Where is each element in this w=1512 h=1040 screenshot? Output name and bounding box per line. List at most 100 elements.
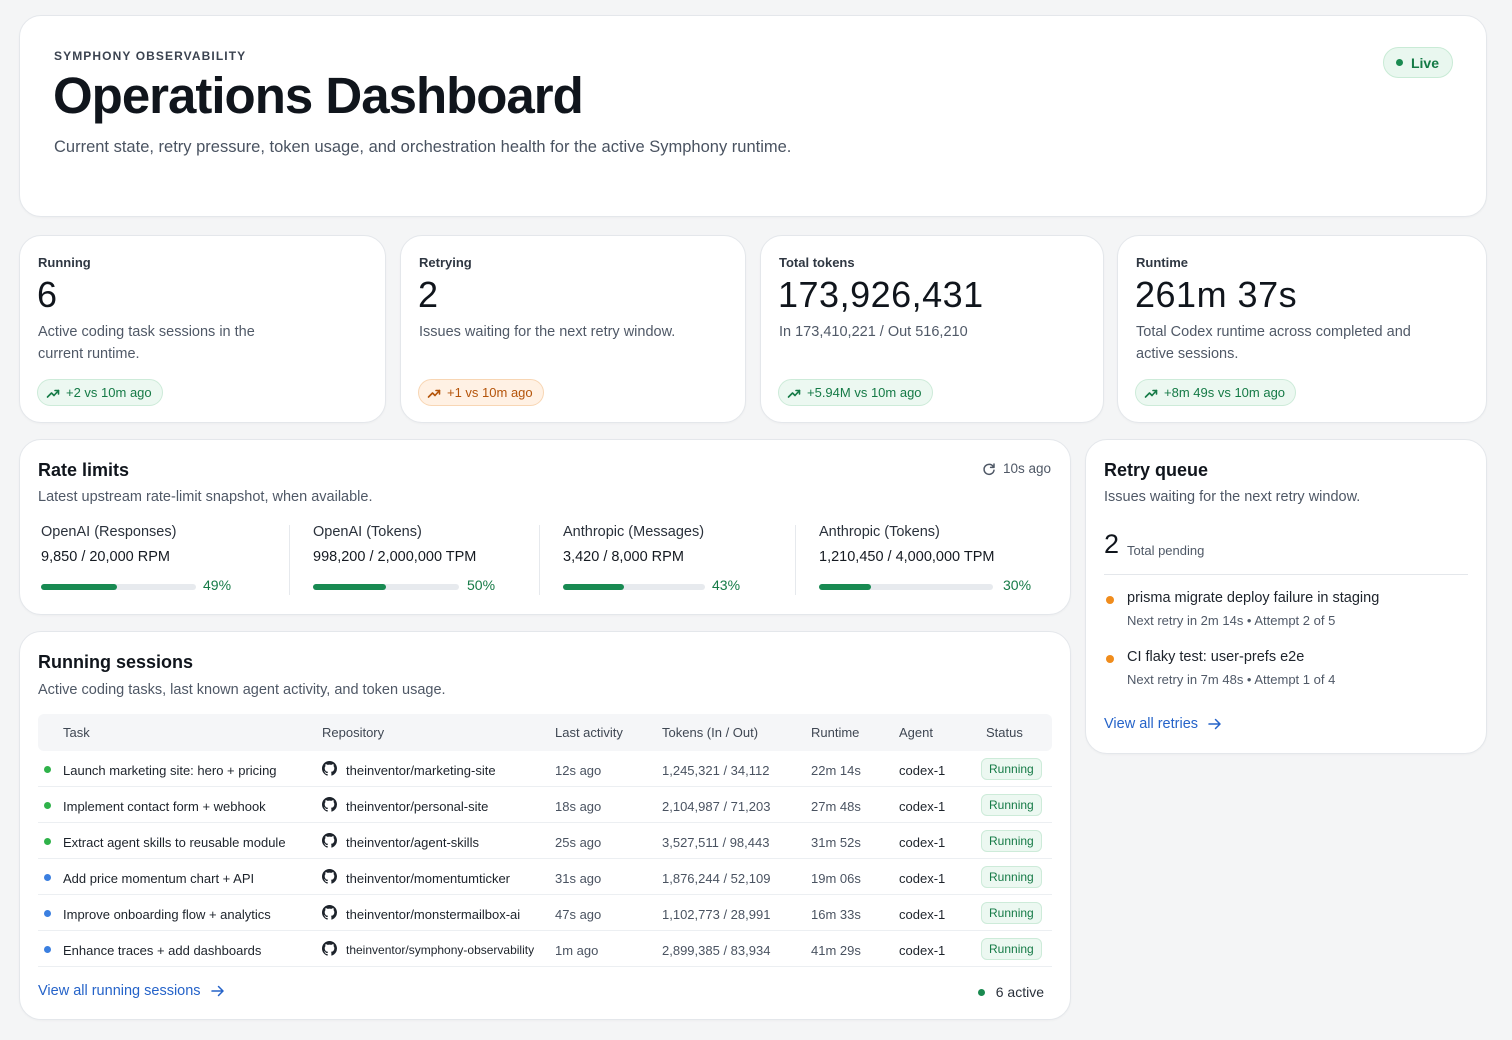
live-dot-icon <box>1395 59 1403 66</box>
rate-limits-title: Rate limits <box>38 460 130 480</box>
refresh-icon <box>983 462 995 475</box>
column-header[interactable]: Runtime <box>811 725 860 740</box>
stat-description: Active coding task sessions in the curre… <box>38 324 255 362</box>
table-row[interactable]: Extract agent skills to reusable module t… <box>38 823 1052 859</box>
token-usage: 2,104,987 / 71,203 <box>662 799 771 814</box>
last-activity: 12s ago <box>555 763 602 778</box>
agent-name: codex-1 <box>899 763 946 778</box>
rate-limit-name: OpenAI (Responses) <box>41 524 177 540</box>
repository-link[interactable]: theinventor/marketing-site <box>346 763 496 778</box>
refresh-button[interactable]: 10s ago <box>982 461 1051 476</box>
stat-delta: +8m 49s vs 10m ago <box>1135 379 1297 406</box>
rate-limit-bar-fill <box>41 584 117 590</box>
sessions-table: Task Repository Last activity Tokens (In… <box>38 714 1052 967</box>
token-usage: 3,527,511 / 98,443 <box>662 835 770 850</box>
divider <box>289 525 290 595</box>
view-all-retries-link[interactable]: View all retries <box>1104 716 1222 732</box>
column-header[interactable]: Agent <box>899 725 933 740</box>
rate-limit-value: 9,850 / 20,000 RPM <box>41 549 170 565</box>
rate-limit-name: OpenAI (Tokens) <box>313 524 422 540</box>
rate-limits-subtitle: Latest upstream rate-limit snapshot, whe… <box>38 489 373 505</box>
stat-label: Total tokens <box>779 255 855 270</box>
retry-item-title: CI flaky test: user-prefs e2e <box>1127 649 1305 665</box>
stat-delta: +2 vs 10m ago <box>37 379 163 406</box>
task-status-dot-icon <box>44 946 51 953</box>
agent-name: codex-1 <box>899 835 946 850</box>
table-row[interactable]: Implement contact form + webhook theinven… <box>38 787 1052 823</box>
session-runtime: 19m 06s <box>811 871 861 886</box>
retry-status-dot-icon <box>1106 655 1114 663</box>
active-count: 6 active <box>977 984 1044 1000</box>
table-row[interactable]: Launch marketing site: hero + pricing the… <box>38 751 1052 787</box>
agent-name: codex-1 <box>899 871 946 886</box>
column-header[interactable]: Tokens (In / Out) <box>662 725 759 740</box>
table-row[interactable]: Enhance traces + add dashboards theinvent… <box>38 931 1052 967</box>
arrow-right-icon <box>210 985 224 997</box>
status-badge: Running <box>981 758 1042 780</box>
rate-limit-item: Anthropic (Messages) 3,420 / 8,000 RPM 4… <box>563 524 763 596</box>
retry-item-meta: Next retry in 2m 14s • Attempt 2 of 5 <box>1127 613 1336 628</box>
table-row[interactable]: Improve onboarding flow + analytics thein… <box>38 895 1052 931</box>
last-activity: 25s ago <box>555 835 602 850</box>
status-badge: Running <box>981 902 1042 924</box>
rate-limit-percent: 30% <box>1003 577 1032 593</box>
table-row[interactable]: Add price momentum chart + API theinvento… <box>38 859 1052 895</box>
view-all-sessions-link[interactable]: View all running sessions <box>38 983 225 999</box>
rate-limit-bar-fill <box>313 584 386 590</box>
stat-card-running: Running 6 Active coding task sessions in… <box>19 235 386 423</box>
column-header[interactable]: Repository <box>322 725 385 740</box>
divider <box>539 525 540 595</box>
rate-limits-card: Rate limits Latest upstream rate-limit s… <box>19 439 1071 615</box>
repository-link[interactable]: theinventor/symphony-observability <box>346 943 535 957</box>
header-card: SYMPHONY OBSERVABILITY Operations Dashbo… <box>19 15 1487 217</box>
stat-description: Total Codex runtime across completed and… <box>1136 324 1411 362</box>
agent-name: codex-1 <box>899 943 946 958</box>
sessions-subtitle: Active coding tasks, last known agent ac… <box>38 682 446 698</box>
session-runtime: 16m 33s <box>811 907 861 922</box>
rate-limit-name: Anthropic (Messages) <box>563 524 705 540</box>
retry-item-title: prisma migrate deploy failure in staging <box>1127 590 1380 606</box>
token-usage: 1,876,244 / 52,109 <box>662 871 771 886</box>
trend-up-icon <box>1144 389 1158 398</box>
rate-limit-item: OpenAI (Tokens) 998,200 / 2,000,000 TPM … <box>313 524 517 596</box>
stat-value: 173,926,431 <box>778 274 984 315</box>
task-name: Add price momentum chart + API <box>63 871 255 886</box>
retry-queue-title: Retry queue <box>1104 460 1209 480</box>
session-runtime: 22m 14s <box>811 763 861 778</box>
task-status-dot-icon <box>44 838 51 845</box>
stat-value: 6 <box>37 274 58 315</box>
column-header[interactable]: Status <box>986 725 1023 740</box>
repository-link[interactable]: theinventor/monstermailbox-ai <box>346 907 521 922</box>
live-label: Live <box>1410 54 1439 71</box>
stat-delta: +5.94M vs 10m ago <box>778 379 933 406</box>
repository-link[interactable]: theinventor/agent-skills <box>346 835 479 850</box>
table-header: Task Repository Last activity Tokens (In… <box>38 714 1052 751</box>
active-count-label: 6 active <box>995 984 1044 1000</box>
rate-limit-bar-fill <box>563 584 625 590</box>
retry-queue-card: Retry queue Issues waiting for the next … <box>1085 439 1487 754</box>
rate-limit-bar <box>313 584 459 590</box>
task-name: Implement contact form + webhook <box>63 799 266 814</box>
repository-link[interactable]: theinventor/momentumticker <box>346 871 511 886</box>
stat-delta-text: +8m 49s vs 10m ago <box>1164 385 1286 400</box>
repository-link[interactable]: theinventor/personal-site <box>346 799 489 814</box>
divider <box>1104 574 1468 575</box>
divider <box>795 525 796 595</box>
trend-up-icon <box>427 389 441 398</box>
trend-up-icon <box>46 389 60 398</box>
rate-limit-bar <box>41 584 196 590</box>
arrow-right-icon <box>1208 718 1221 730</box>
column-header[interactable]: Task <box>63 725 90 740</box>
view-all-retries-label: View all retries <box>1104 716 1199 732</box>
agent-name: codex-1 <box>899 799 946 814</box>
column-header[interactable]: Last activity <box>555 725 623 740</box>
task-status-dot-icon <box>44 766 51 773</box>
rate-limit-bar <box>563 584 705 590</box>
agent-name: codex-1 <box>899 907 946 922</box>
stat-value: 2 <box>418 274 439 315</box>
token-usage: 2,899,385 / 83,934 <box>662 943 771 958</box>
last-activity: 31s ago <box>555 871 602 886</box>
token-usage: 1,245,321 / 34,112 <box>662 763 770 778</box>
live-badge: Live <box>1382 47 1453 78</box>
task-status-dot-icon <box>44 802 51 809</box>
